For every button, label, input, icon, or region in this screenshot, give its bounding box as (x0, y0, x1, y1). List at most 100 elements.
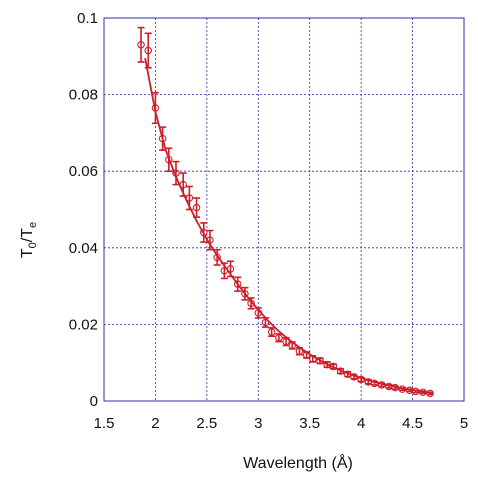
data-point (144, 32, 152, 69)
data-marker (241, 290, 249, 298)
data-marker (357, 375, 365, 384)
data-point (172, 160, 180, 186)
x-tick-label: 2.5 (196, 415, 217, 432)
data-marker (206, 236, 214, 244)
data-point (165, 147, 173, 172)
data-point (137, 26, 145, 63)
x-tick-label: 4.5 (402, 415, 423, 432)
data-point (302, 351, 311, 359)
data-point (391, 383, 399, 392)
x-tick-label: 3 (254, 415, 262, 432)
data-marker (316, 357, 324, 365)
data-marker (200, 228, 208, 237)
data-point (364, 378, 373, 386)
data-point (200, 222, 208, 243)
y-tick-labels: 0 0.02 0.04 0.06 0.08 0.1 (69, 10, 98, 410)
data-point (275, 333, 283, 343)
data-marker (261, 318, 270, 327)
data-marker (192, 203, 201, 212)
y-label-separator: /T (19, 228, 36, 242)
data-marker (267, 328, 276, 336)
data-marker (185, 194, 194, 202)
x-tick-label: 3.5 (299, 415, 320, 432)
data-marker (158, 134, 167, 143)
data-marker (151, 104, 160, 112)
y-tick-label: 0.08 (69, 87, 98, 104)
data-marker (144, 46, 152, 55)
data-marker (411, 387, 420, 396)
data-marker (137, 41, 145, 49)
data-marker (309, 355, 317, 363)
data-marker (165, 155, 173, 164)
data-point (282, 337, 290, 347)
data-point (426, 389, 434, 398)
data-marker (172, 169, 180, 177)
data-point (158, 126, 167, 151)
data-point (267, 327, 276, 338)
data-point (350, 373, 358, 381)
x-tick-labels: 1.5 2 2.5 3 3.5 4 4.5 5 (94, 415, 469, 432)
y-label-base: T (19, 248, 36, 258)
x-tick-label: 4 (357, 415, 365, 432)
y-tick-label: 0 (90, 393, 98, 410)
data-point (370, 379, 379, 388)
y-tick-label: 0.04 (69, 240, 98, 257)
x-tick-label: 5 (460, 415, 468, 432)
plot-frame (103, 17, 465, 402)
data-point (206, 229, 214, 251)
data-marker (419, 388, 427, 396)
data-point (261, 317, 270, 328)
data-point (254, 307, 263, 319)
data-marker (233, 280, 242, 288)
data-points-layer (137, 26, 434, 398)
data-marker (288, 341, 296, 350)
data-point (309, 355, 317, 363)
data-point (419, 388, 427, 396)
data-marker (247, 299, 255, 308)
data-marker (370, 379, 379, 388)
data-point (226, 260, 235, 278)
y-label-subscript-e: e (27, 222, 39, 228)
data-point (336, 367, 345, 375)
data-point (316, 357, 324, 365)
data-point (329, 362, 338, 371)
y-tick-label: 0.1 (77, 10, 98, 27)
x-axis-label: Wavelength (Å) (243, 453, 353, 472)
data-marker (336, 367, 345, 375)
data-marker (426, 389, 434, 398)
data-point (398, 385, 407, 393)
data-marker (275, 334, 283, 342)
data-point (247, 297, 255, 310)
data-point (241, 286, 249, 301)
y-label-subscript-0: 0 (27, 242, 39, 248)
y-tick-label: 0.06 (69, 163, 98, 180)
y-axis-label: T0/Te (19, 222, 39, 258)
data-point (411, 387, 420, 396)
data-marker (377, 381, 386, 389)
data-marker (179, 180, 187, 189)
x-tick-label: 2 (151, 415, 159, 432)
data-point (405, 386, 414, 395)
data-marker (391, 383, 399, 392)
data-point (288, 341, 296, 350)
data-point (179, 172, 187, 197)
data-point (295, 346, 304, 356)
data-marker (254, 309, 263, 317)
data-point (192, 197, 201, 218)
data-marker (213, 253, 221, 262)
data-marker (329, 362, 338, 371)
data-point (185, 185, 194, 211)
data-point (151, 91, 160, 125)
data-point (377, 381, 386, 389)
data-point (220, 262, 229, 280)
data-marker (398, 385, 407, 393)
data-marker (226, 265, 235, 273)
x-tick-label: 1.5 (94, 415, 115, 432)
data-point (233, 276, 242, 292)
data-point (357, 375, 365, 384)
data-point (213, 248, 221, 266)
y-tick-label: 0.02 (69, 316, 98, 333)
data-marker (350, 373, 358, 381)
data-marker (295, 347, 304, 355)
